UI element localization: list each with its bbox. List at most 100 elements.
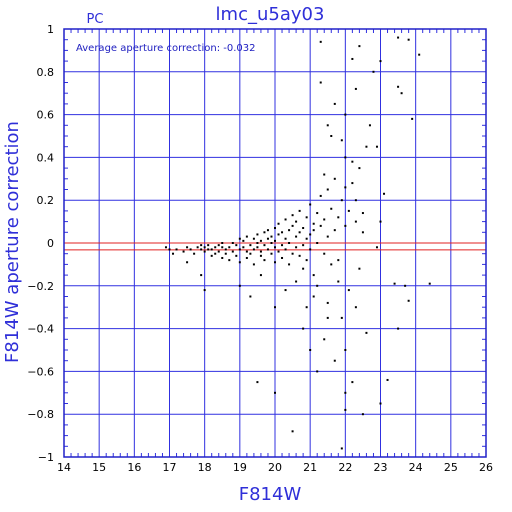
data-point xyxy=(281,256,284,259)
y-tick-label: −0.6 xyxy=(27,365,54,378)
x-tick-label: 19 xyxy=(233,461,247,474)
data-point xyxy=(298,254,301,257)
data-point xyxy=(344,391,347,394)
data-point xyxy=(203,246,206,249)
data-point xyxy=(270,242,273,244)
data-point xyxy=(231,242,234,244)
data-point xyxy=(235,254,238,257)
data-point xyxy=(291,214,294,217)
data-point xyxy=(256,242,259,244)
data-point xyxy=(252,248,255,251)
data-point xyxy=(397,36,400,39)
data-point xyxy=(281,244,284,247)
data-point xyxy=(224,252,227,255)
data-point xyxy=(326,124,329,127)
x-tick-label: 24 xyxy=(409,461,423,474)
data-point xyxy=(351,160,354,163)
x-tick-label: 25 xyxy=(444,461,458,474)
data-points xyxy=(164,36,431,450)
data-point xyxy=(319,40,322,43)
data-point xyxy=(375,246,378,249)
data-point xyxy=(344,113,347,116)
data-point xyxy=(259,250,262,253)
data-point xyxy=(263,231,266,234)
data-point xyxy=(221,256,224,259)
data-point xyxy=(266,229,269,232)
data-point xyxy=(358,167,361,170)
data-point xyxy=(312,229,315,232)
data-point xyxy=(383,192,386,195)
data-point xyxy=(200,248,203,251)
data-point xyxy=(214,246,217,249)
x-tick-label: 21 xyxy=(303,461,317,474)
data-point xyxy=(252,263,255,266)
data-point xyxy=(291,224,294,227)
data-point xyxy=(175,248,178,251)
x-tick-label: 20 xyxy=(268,461,282,474)
data-point xyxy=(386,378,389,381)
data-point xyxy=(228,259,231,262)
data-point xyxy=(186,246,189,249)
data-point xyxy=(200,274,203,277)
data-point xyxy=(340,199,343,202)
data-point xyxy=(263,244,266,247)
data-point xyxy=(266,248,269,251)
data-point xyxy=(295,235,298,238)
data-point xyxy=(379,60,382,63)
y-tick-labels: −1 −0.8 −0.6 −0.4 −0.2 0 0.2 0.4 0.6 0.8 1 xyxy=(27,23,54,464)
data-point xyxy=(316,284,319,287)
data-point xyxy=(164,246,167,249)
data-point xyxy=(242,239,245,242)
data-point xyxy=(291,252,294,255)
data-point xyxy=(333,229,336,232)
data-point xyxy=(333,359,336,362)
data-point xyxy=(330,135,333,137)
data-point xyxy=(340,447,343,450)
data-point xyxy=(397,85,400,88)
data-point xyxy=(330,263,333,266)
data-point xyxy=(245,250,248,253)
data-point xyxy=(379,402,382,405)
data-point xyxy=(312,222,315,225)
data-point xyxy=(365,145,368,148)
data-point xyxy=(235,244,238,247)
data-point xyxy=(309,349,312,351)
data-point xyxy=(340,139,343,142)
data-point xyxy=(203,250,206,253)
data-point xyxy=(295,220,298,223)
data-point xyxy=(305,237,308,240)
data-point xyxy=(203,289,206,292)
data-point xyxy=(305,259,308,262)
data-point xyxy=(302,267,305,270)
plot-frame xyxy=(63,28,487,458)
y-tick-label: 0.6 xyxy=(37,109,55,122)
data-point xyxy=(256,381,259,384)
data-point xyxy=(210,254,213,257)
data-point xyxy=(288,242,291,244)
data-point xyxy=(249,252,252,255)
data-point xyxy=(238,261,241,264)
data-point xyxy=(221,242,224,244)
data-point xyxy=(252,237,255,240)
data-point xyxy=(347,289,350,292)
y-tick-label: 0.4 xyxy=(37,151,55,164)
data-point xyxy=(344,186,347,189)
data-point xyxy=(404,284,407,287)
data-point xyxy=(274,261,276,264)
data-point xyxy=(217,250,220,253)
y-tick-label: 1 xyxy=(47,23,54,36)
x-tick-label: 18 xyxy=(198,461,212,474)
y-tick-label: 0.2 xyxy=(37,194,55,207)
data-point xyxy=(361,212,364,215)
data-point xyxy=(298,231,301,234)
data-point xyxy=(168,248,171,251)
y-tick-label: −0.4 xyxy=(27,323,54,336)
data-point xyxy=(323,173,326,176)
data-point xyxy=(379,220,382,223)
data-point xyxy=(186,261,189,264)
data-point xyxy=(295,246,298,249)
data-point xyxy=(361,231,364,234)
data-point xyxy=(210,248,213,251)
data-point xyxy=(337,259,340,262)
data-point xyxy=(302,244,305,247)
